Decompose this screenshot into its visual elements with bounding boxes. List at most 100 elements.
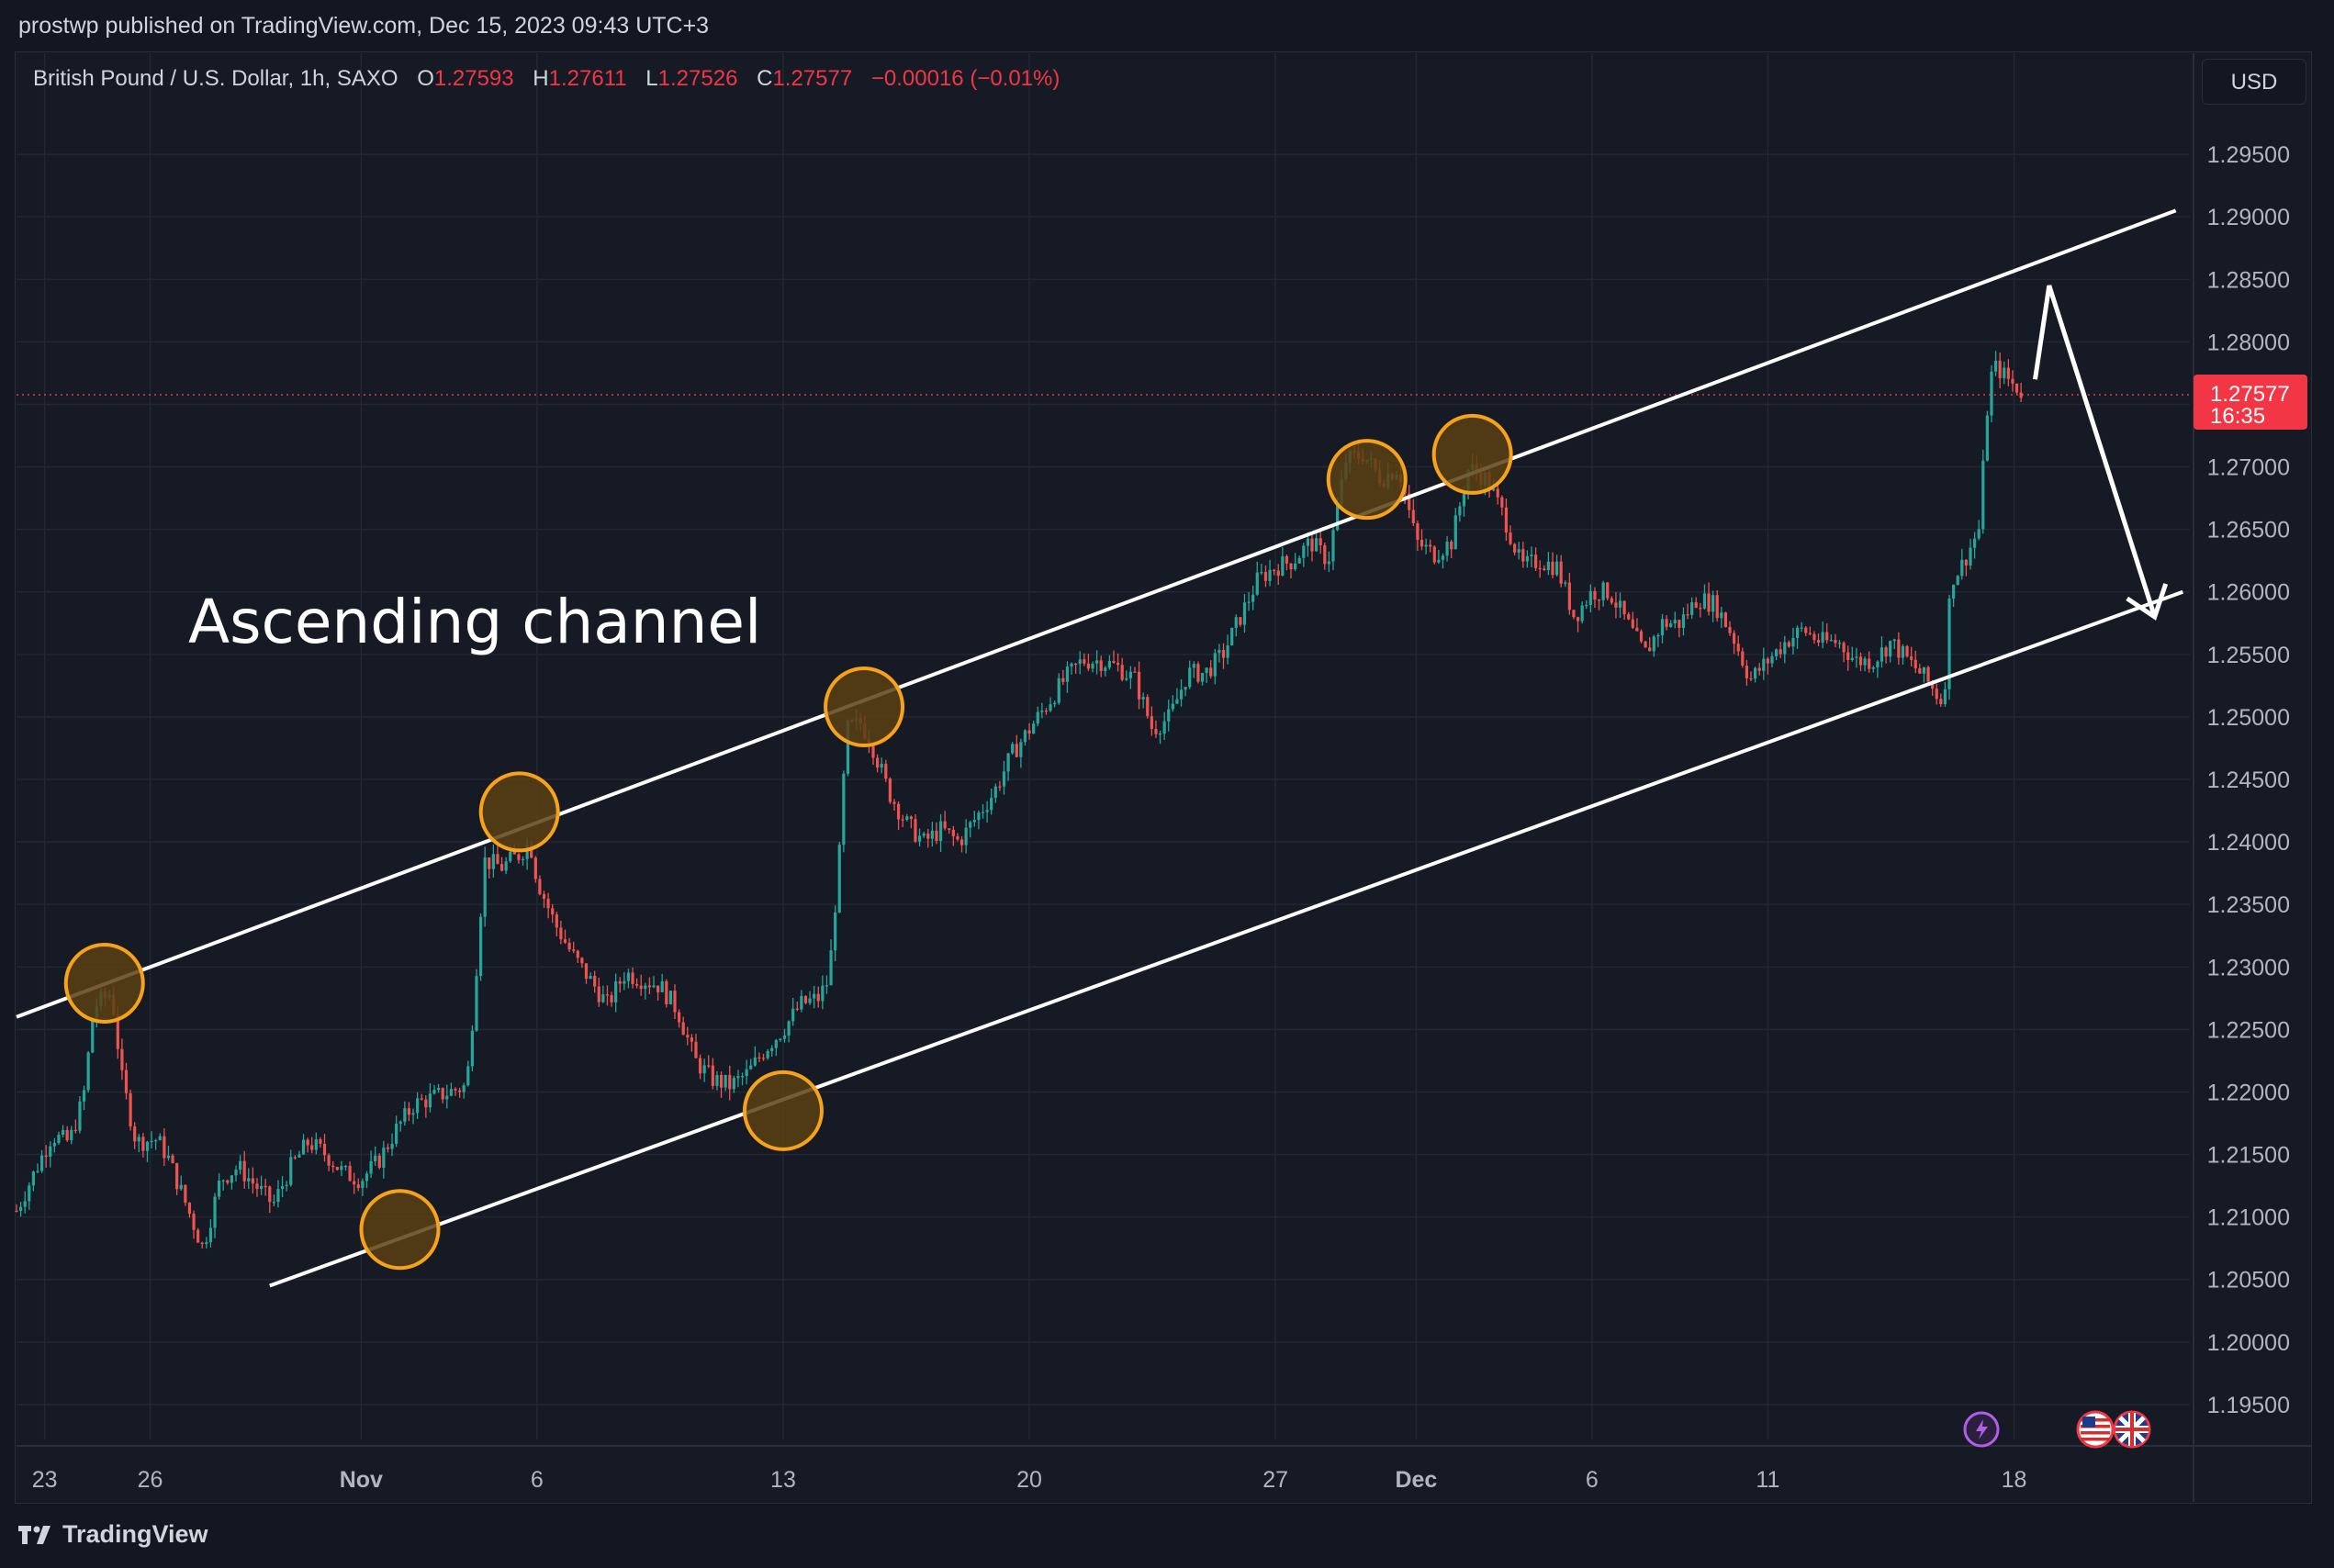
candle-body	[1205, 667, 1208, 674]
time-axis-label: 11	[1756, 1467, 1779, 1493]
candle-body	[1757, 667, 1761, 671]
touch-point-circle[interactable]	[1326, 439, 1408, 521]
candle-body	[18, 1206, 23, 1212]
candle-body	[1981, 460, 1985, 530]
touch-point-circle[interactable]	[824, 666, 905, 748]
candle-body	[116, 1014, 119, 1049]
touch-point-circle[interactable]	[1431, 413, 1513, 495]
candle-body	[1834, 640, 1837, 644]
candle-body	[407, 1108, 411, 1115]
candle-body	[749, 1065, 753, 1070]
currency-button[interactable]: USD	[2202, 59, 2306, 105]
touch-point-circle[interactable]	[478, 771, 560, 853]
price-axis-label: 1.21500	[2207, 1143, 2290, 1169]
candle-body	[1517, 549, 1520, 553]
candle-body	[331, 1165, 335, 1168]
candle-body	[462, 1085, 466, 1092]
tradingview-brand[interactable]: TradingView	[18, 1520, 208, 1549]
candle-body	[1905, 645, 1909, 656]
candle-body	[1631, 619, 1634, 628]
open-label: O	[417, 66, 434, 91]
candle-body	[1273, 569, 1276, 571]
candle-body	[416, 1098, 420, 1114]
candle-body	[1099, 660, 1103, 671]
symbol-name[interactable]: British Pound / U.S. Dollar, 1h, SAXO	[33, 66, 398, 91]
candle-body	[1543, 568, 1546, 571]
candle-body	[593, 976, 597, 987]
candle-body	[1513, 543, 1517, 553]
candle-body	[993, 786, 997, 799]
candle-body	[1977, 529, 1981, 539]
candle-body	[1952, 584, 1956, 599]
candle-body	[1884, 647, 1888, 657]
candle-body	[39, 1155, 44, 1171]
candle-body	[959, 839, 964, 846]
candle-body	[1521, 549, 1525, 562]
candle-body	[1601, 582, 1605, 600]
candle-body	[623, 980, 626, 984]
candle-body	[1585, 604, 1588, 607]
candle-body	[1310, 538, 1314, 552]
candle-body	[1728, 626, 1732, 633]
candle-body	[1935, 689, 1938, 700]
candle-body	[496, 854, 499, 865]
candle-body	[985, 810, 989, 812]
candle-body	[1829, 640, 1833, 642]
time-axis-label: 20	[1016, 1467, 1042, 1493]
candle-body	[533, 857, 537, 879]
candle-body	[319, 1139, 322, 1144]
candle-body	[1711, 595, 1715, 612]
candle-body	[1061, 678, 1065, 682]
candle-body	[1652, 636, 1655, 652]
candle-body	[563, 939, 567, 943]
candle-body	[922, 833, 926, 836]
touch-point-circle[interactable]	[742, 1070, 824, 1151]
candle-body	[1665, 619, 1668, 627]
candle-body	[530, 845, 533, 858]
candle-body	[1200, 673, 1205, 682]
price-axis-label: 1.28000	[2207, 330, 2290, 355]
channel-lower-line[interactable]	[269, 589, 2184, 1288]
candle-body	[644, 985, 647, 990]
channel-annotation[interactable]: Ascending channel	[188, 587, 761, 657]
candle-body	[150, 1140, 153, 1143]
candle-body	[356, 1184, 360, 1188]
candle-body	[445, 1095, 449, 1100]
candle-body	[1580, 605, 1584, 622]
touch-point-circle[interactable]	[359, 1189, 441, 1271]
candle-body	[1985, 415, 1989, 461]
candle-body	[694, 1041, 698, 1058]
candle-body	[1745, 666, 1749, 678]
candle-body	[475, 976, 478, 1031]
candle-body	[1858, 656, 1863, 666]
candle-body	[310, 1145, 314, 1150]
candle-body	[1500, 497, 1504, 508]
candle-body	[424, 1099, 428, 1108]
candle-body	[803, 995, 808, 1003]
candle-body	[1104, 667, 1107, 671]
candle-body	[171, 1155, 174, 1163]
candle-body	[238, 1160, 242, 1170]
touch-point-circle[interactable]	[63, 942, 145, 1024]
candle-body	[926, 833, 930, 839]
channel-upper-line[interactable]	[16, 208, 2177, 1019]
price-axis-label: 1.23000	[2207, 955, 2290, 980]
uk-flag-red-v	[2130, 1413, 2134, 1446]
candle-body	[1816, 639, 1821, 643]
time-axis-label: 23	[32, 1467, 58, 1493]
candle-body	[478, 916, 483, 977]
candle-body	[1019, 742, 1023, 757]
candle-body	[145, 1141, 150, 1151]
candle-body	[1133, 671, 1137, 673]
candle-body	[1496, 488, 1499, 498]
candle-body	[1171, 703, 1174, 710]
price-axis-label: 1.27000	[2207, 455, 2290, 481]
candle-body	[1230, 627, 1234, 645]
candle-body	[2019, 392, 2023, 398]
candle-body	[1554, 561, 1559, 576]
candle-body	[1162, 721, 1166, 734]
candle-body	[1234, 617, 1238, 628]
projection-arrow[interactable]	[2033, 285, 2158, 618]
candle-body	[1926, 666, 1930, 682]
